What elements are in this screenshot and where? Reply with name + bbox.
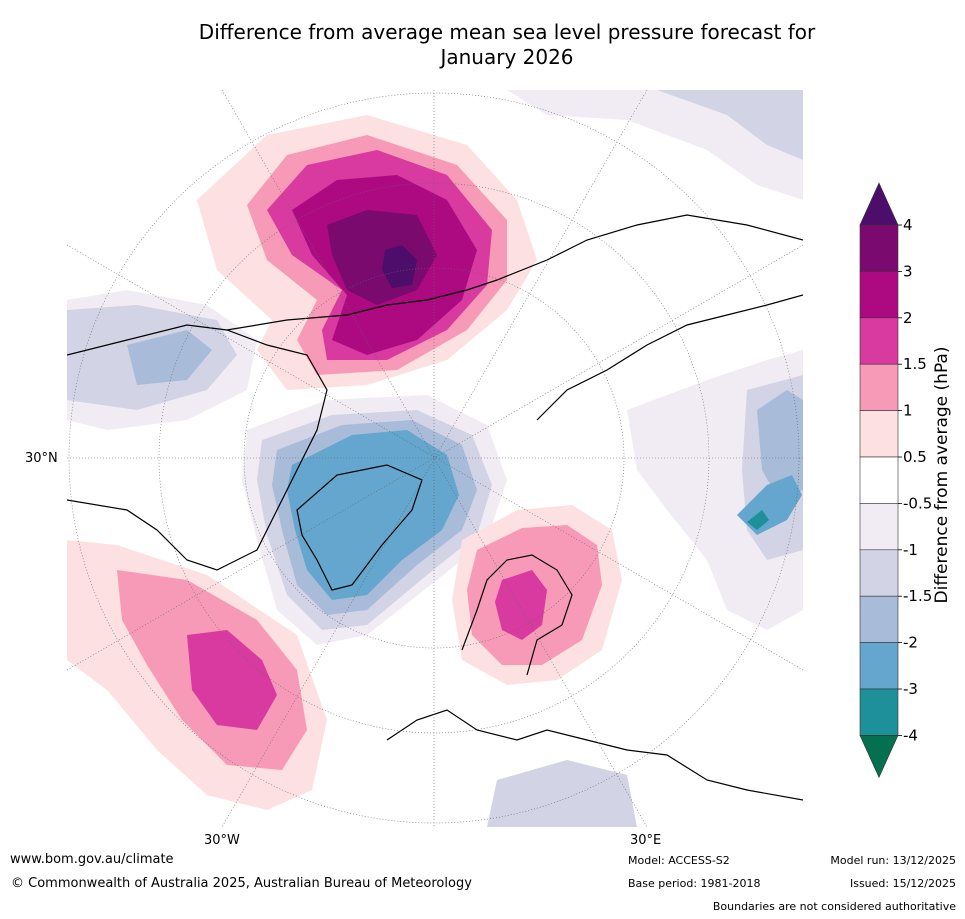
graticule-meridian-60 — [67, 244, 803, 671]
colorbar-arrow-bottom — [859, 735, 899, 779]
lon-label-30w: 30°W — [204, 833, 240, 848]
colorbar-ticks: 4 3 2 1.5 1 0.5 -0.5 -1 -1.5 -2 -3 -4 — [898, 216, 932, 744]
coastline-greenland — [296, 464, 423, 591]
colorbar-bin — [859, 595, 899, 643]
colorbar-tick-label: -4 — [903, 726, 918, 744]
colorbar-tick-label: -1.5 — [903, 587, 932, 605]
footer-disclaimer: Boundaries are not considered authoritat… — [712, 900, 956, 913]
lon-label-30e: 30°E — [630, 833, 662, 848]
colorbar-bin — [859, 688, 899, 736]
anomaly-region-europe-positive-3 — [495, 570, 547, 640]
colorbar-tick-label: 0.5 — [903, 448, 927, 466]
colorbar-bin — [859, 503, 899, 551]
colorbar-tick-label: 1.5 — [903, 355, 927, 373]
title-line-1: Difference from average mean sea level p… — [198, 20, 816, 44]
coastline-scandinavia — [461, 554, 573, 676]
anomaly-region-atlantic-positive-3 — [187, 630, 277, 730]
coastline-eurasia-arctic — [536, 294, 803, 421]
graticule — [67, 90, 803, 827]
anomaly-region-asia-negative-5 — [747, 510, 769, 530]
anomaly-region-mediterranean — [487, 760, 637, 827]
footer-url[interactable]: www.bom.gov.au/climate — [10, 852, 174, 867]
footer-model-run: Model run: 13/12/2025 — [830, 854, 956, 867]
lat-label-30n: 30°N — [25, 451, 58, 466]
colorbar-tick-label: 3 — [903, 262, 913, 280]
colorbar-tick-label: -1 — [903, 541, 918, 559]
colorbar-bin — [859, 642, 899, 690]
coastline-alaska-siberia — [226, 214, 803, 331]
colorbar-bin — [859, 456, 899, 504]
colorbar-bin — [859, 410, 899, 458]
coastline-north-america — [67, 324, 328, 571]
graticule-meridian-30 — [221, 90, 648, 827]
colorbar-bin — [859, 549, 899, 597]
colorbar-bin — [859, 224, 899, 272]
footer-issued: Issued: 15/12/2025 — [849, 877, 956, 890]
colorbar-tick-label: -3 — [903, 680, 918, 698]
colorbar-bin — [859, 317, 899, 365]
colorbar-tick-label: 2 — [903, 309, 913, 327]
map-title: Difference from average mean sea level p… — [0, 20, 965, 70]
colorbar-label: Difference from average (hPa) — [932, 347, 952, 604]
colorbar-arrow-top — [859, 182, 899, 226]
colorbar-bins — [859, 182, 899, 779]
graticule-meridian-120 — [67, 244, 803, 671]
colorbar-tick-label: 1 — [903, 402, 913, 420]
graticule-meridian-150 — [221, 90, 648, 827]
footer-copyright: © Commonwealth of Australia 2025, Austra… — [11, 876, 472, 891]
title-line-2: January 2026 — [440, 45, 574, 69]
anomaly-region-top-right-blue — [657, 90, 803, 160]
coastlines — [67, 214, 803, 801]
footer-model: Model: ACCESS-S2 — [628, 854, 730, 867]
footer-base-period: Base period: 1981-2018 — [628, 877, 761, 890]
colorbar-bin — [859, 271, 899, 319]
colorbar-tick-label: 4 — [903, 216, 913, 234]
colorbar-bin — [859, 363, 899, 411]
anomaly-region-greenland-negative-4 — [287, 430, 459, 600]
colorbar-tick-label: -0.5 — [903, 494, 932, 512]
anomaly-region-top-right — [507, 90, 803, 200]
anomaly-region-pacific-negative-3 — [127, 330, 212, 385]
coastline-europe — [386, 709, 803, 801]
anomaly-region-alaska-positive-6 — [382, 245, 417, 288]
anomaly-map — [67, 90, 803, 827]
colorbar: 4 3 2 1.5 1 0.5 -0.5 -1 -1.5 -2 -3 -4 Difference fr… — [859, 182, 952, 779]
colorbar-tick-label: -2 — [903, 634, 918, 652]
anomaly-region-asia-negative-3 — [757, 390, 803, 500]
